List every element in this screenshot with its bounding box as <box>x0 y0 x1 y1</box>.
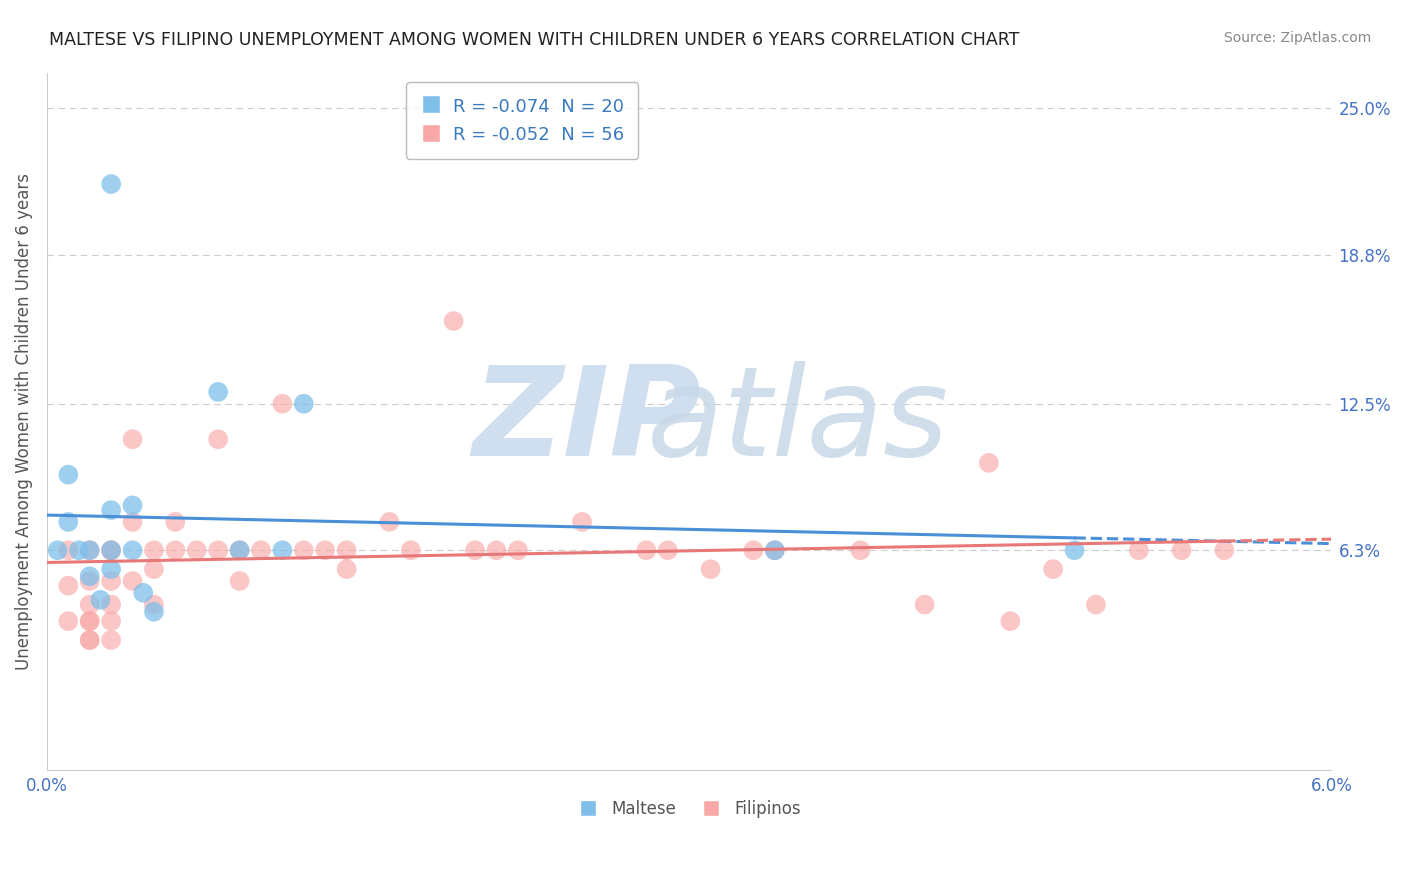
Point <box>228 574 250 588</box>
Point <box>58 543 80 558</box>
Text: MALTESE VS FILIPINO UNEMPLOYMENT AMONG WOMEN WITH CHILDREN UNDER 6 YEARS CORRELA: MALTESE VS FILIPINO UNEMPLOYMENT AMONG W… <box>49 31 1019 49</box>
Point <box>79 614 101 628</box>
Point <box>142 605 165 619</box>
Point <box>250 543 273 558</box>
Point <box>100 177 122 191</box>
Point <box>100 598 122 612</box>
Point <box>336 562 359 576</box>
Point <box>165 515 187 529</box>
Point <box>142 562 165 576</box>
Point <box>100 574 122 588</box>
Point <box>1213 543 1236 558</box>
Point <box>571 515 593 529</box>
Text: atlas: atlas <box>647 361 949 482</box>
Point <box>977 456 1000 470</box>
Text: Source: ZipAtlas.com: Source: ZipAtlas.com <box>1223 31 1371 45</box>
Point <box>485 543 508 558</box>
Point <box>89 593 111 607</box>
Point <box>742 543 765 558</box>
Point <box>121 432 143 446</box>
Point <box>186 543 208 558</box>
Point <box>100 633 122 648</box>
Point <box>207 432 229 446</box>
Point <box>79 543 101 558</box>
Point <box>79 633 101 648</box>
Point <box>292 543 315 558</box>
Point <box>79 569 101 583</box>
Point <box>1000 614 1022 628</box>
Point <box>207 384 229 399</box>
Point <box>636 543 658 558</box>
Point <box>228 543 250 558</box>
Point <box>1084 598 1107 612</box>
Point <box>292 397 315 411</box>
Point <box>1063 543 1085 558</box>
Point <box>67 543 90 558</box>
Point <box>443 314 465 328</box>
Point <box>79 633 101 648</box>
Point <box>314 543 336 558</box>
Point <box>763 543 786 558</box>
Point <box>100 562 122 576</box>
Point <box>271 543 294 558</box>
Point <box>271 397 294 411</box>
Point <box>121 499 143 513</box>
Point <box>657 543 679 558</box>
Point <box>121 574 143 588</box>
Point <box>1042 562 1064 576</box>
Point <box>121 515 143 529</box>
Point <box>1170 543 1192 558</box>
Point <box>46 543 69 558</box>
Point <box>58 467 80 482</box>
Point <box>79 543 101 558</box>
Text: ZIP: ZIP <box>472 361 700 482</box>
Point <box>142 598 165 612</box>
Point <box>100 614 122 628</box>
Point <box>100 503 122 517</box>
Point <box>58 515 80 529</box>
Point <box>100 543 122 558</box>
Point <box>914 598 936 612</box>
Point <box>464 543 486 558</box>
Point <box>207 543 229 558</box>
Point <box>79 598 101 612</box>
Point <box>849 543 872 558</box>
Point <box>1128 543 1150 558</box>
Point <box>142 543 165 558</box>
Point <box>336 543 359 558</box>
Point <box>100 543 122 558</box>
Legend: Maltese, Filipinos: Maltese, Filipinos <box>571 793 807 824</box>
Point <box>699 562 721 576</box>
Y-axis label: Unemployment Among Women with Children Under 6 years: Unemployment Among Women with Children U… <box>15 173 32 670</box>
Point <box>763 543 786 558</box>
Point <box>132 586 155 600</box>
Point <box>165 543 187 558</box>
Point <box>58 579 80 593</box>
Point <box>58 614 80 628</box>
Point <box>399 543 422 558</box>
Point <box>100 543 122 558</box>
Point <box>228 543 250 558</box>
Point <box>121 543 143 558</box>
Point <box>506 543 529 558</box>
Point <box>79 574 101 588</box>
Point <box>79 614 101 628</box>
Point <box>378 515 401 529</box>
